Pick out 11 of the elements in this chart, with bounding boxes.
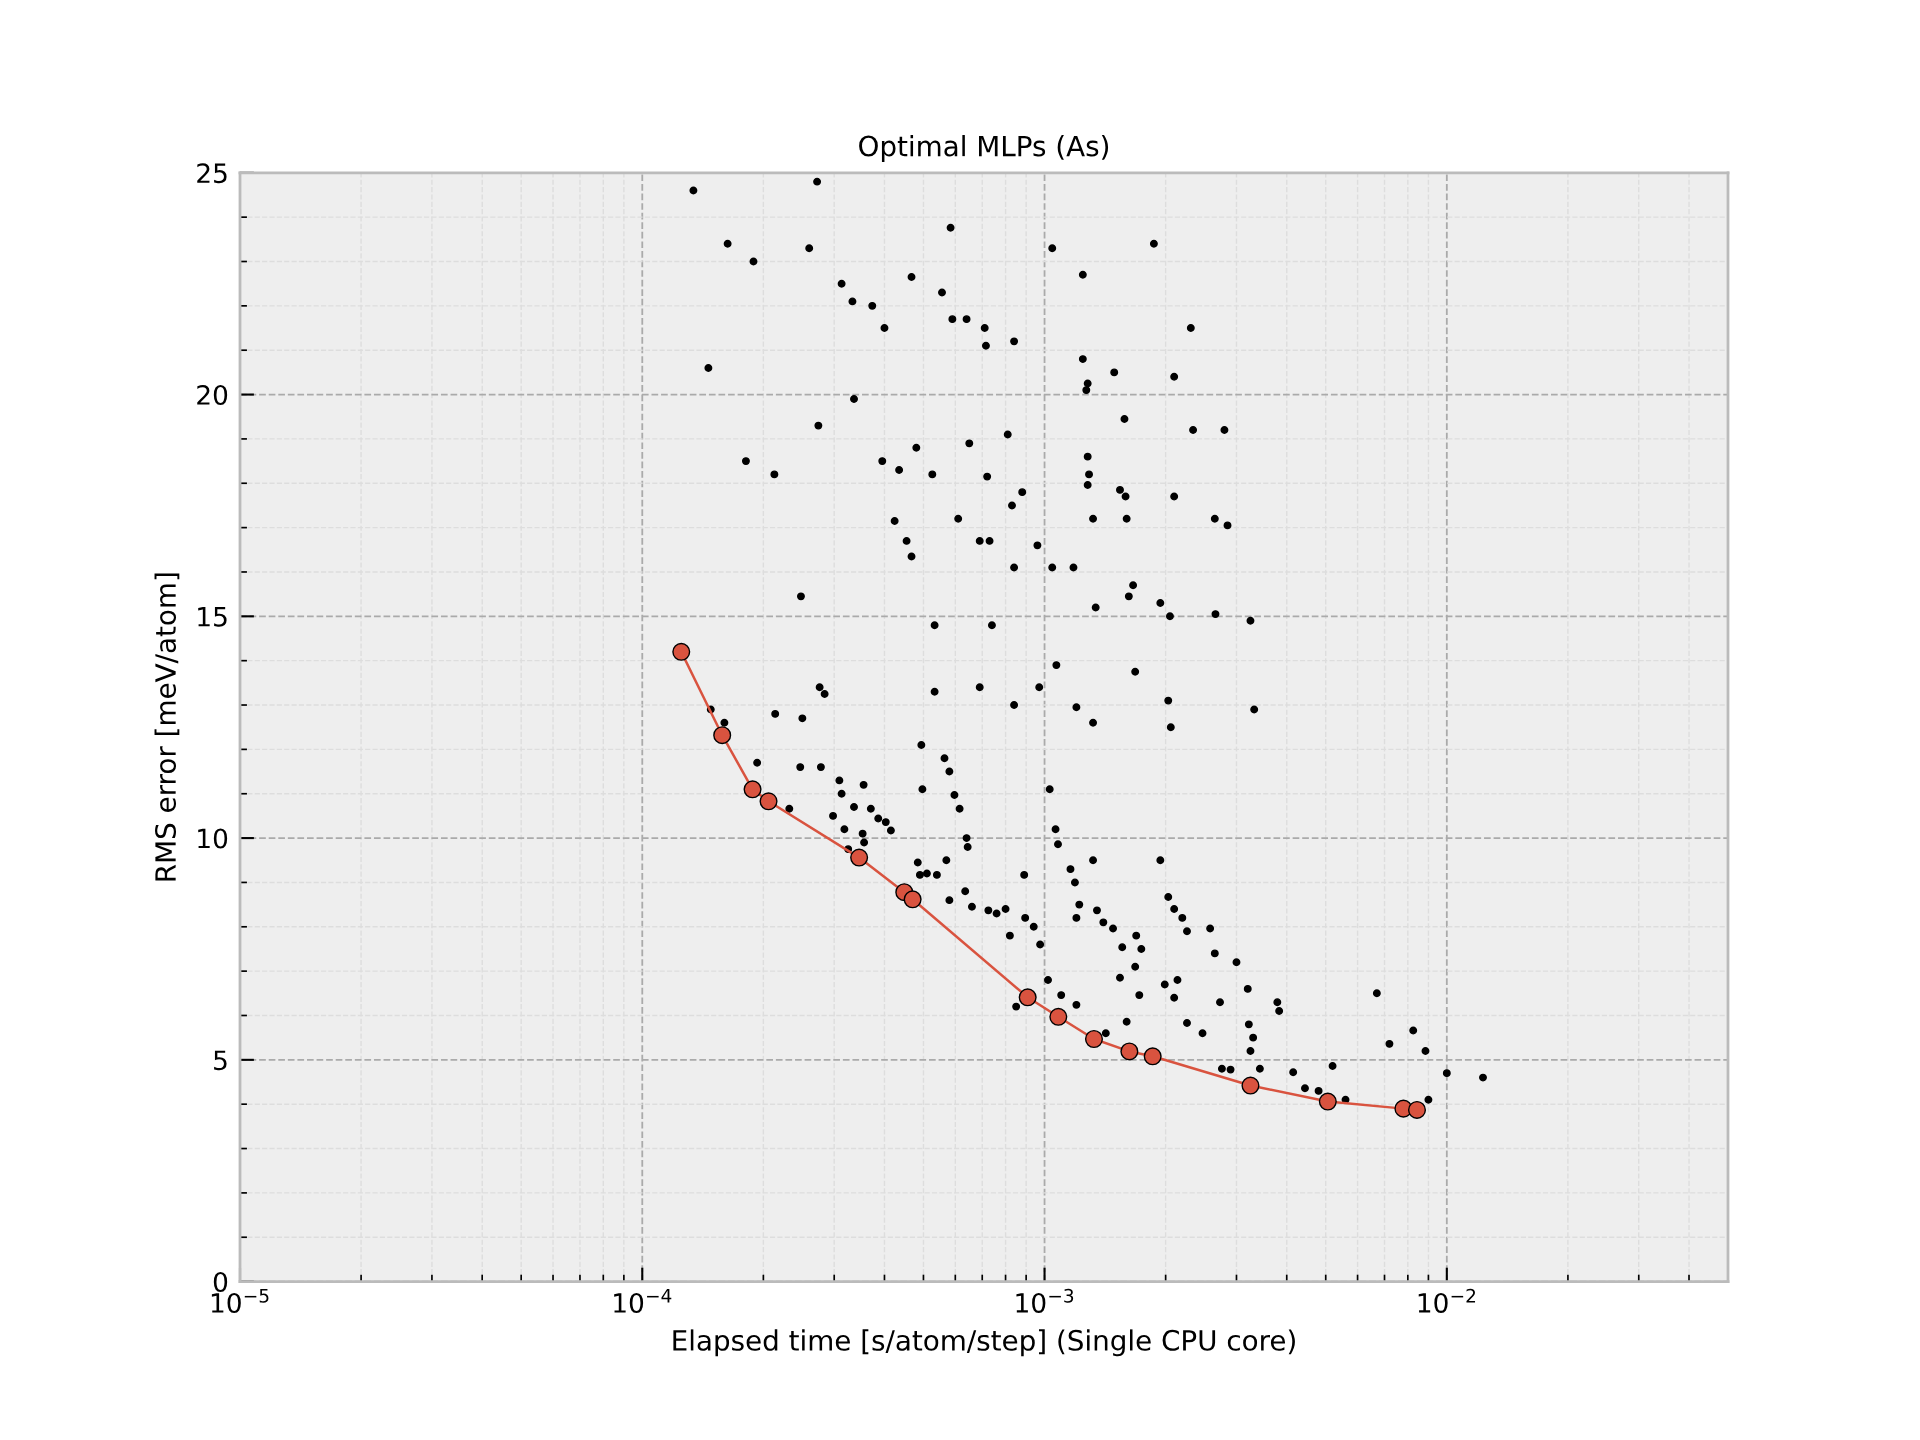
x-tick-label: 10$^{−3}$: [1016, 1288, 1074, 1313]
y-tick-label: 15: [198, 607, 227, 627]
chart-title: Optimal MLPs (As): [859, 135, 1109, 162]
x-tick-label: 10$^{−2}$: [1418, 1288, 1476, 1313]
y-tick-label: 5: [214, 1050, 227, 1071]
x-tick-label: 10$^{−4}$: [614, 1289, 672, 1313]
y-tick-label: 25: [197, 163, 227, 184]
x-axis-title: Elapsed time [s/atom/step] (Single CPU core): [673, 1329, 1295, 1357]
y-axis-title: RMS error [meV/atom]: [154, 573, 180, 881]
y-tick-label: 10: [198, 828, 228, 849]
y-tick-label: 20: [197, 385, 228, 405]
